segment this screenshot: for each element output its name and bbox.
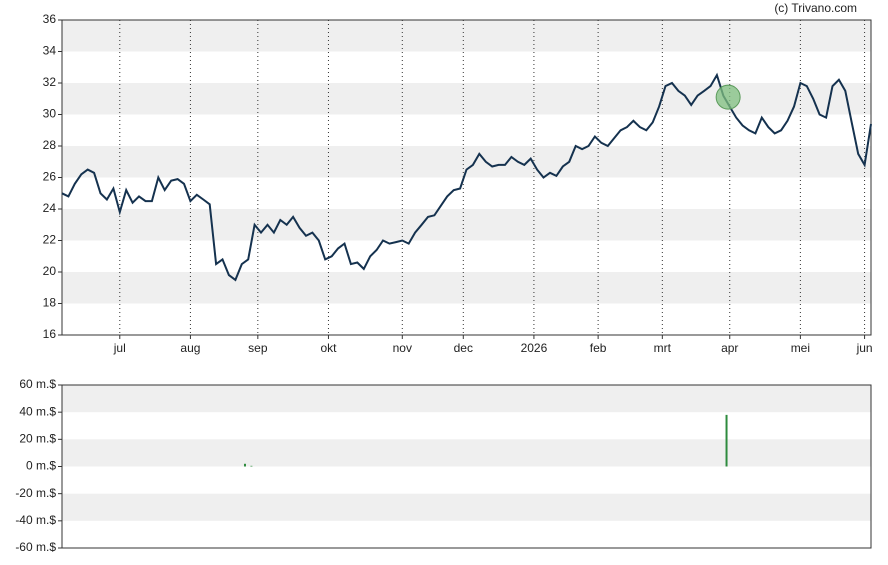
x-tick-label: mrt [654, 341, 672, 355]
bar [725, 414, 728, 467]
y-tick-label: 28 [43, 138, 57, 152]
y-tick-label: 32 [43, 75, 57, 89]
y-tick-label: 0 m.$ [26, 459, 56, 473]
watermark: (c) Trivano.com [774, 1, 857, 15]
y-tick-label: 30 [43, 107, 57, 121]
y-tick-label: -20 m.$ [15, 486, 56, 500]
x-tick-label: feb [590, 341, 607, 355]
y-tick-label: 60 m.$ [19, 377, 56, 391]
y-tick-label: 40 m.$ [19, 404, 56, 418]
band [62, 83, 871, 115]
y-tick-label: 34 [43, 44, 57, 58]
y-tick-label: 24 [43, 201, 57, 215]
bar [243, 463, 246, 467]
x-tick-label: 2026 [521, 341, 548, 355]
y-tick-label: 18 [43, 296, 57, 310]
band [62, 272, 871, 304]
bar [250, 465, 253, 467]
x-tick-label: sep [248, 341, 268, 355]
y-tick-label: 20 m.$ [19, 432, 56, 446]
x-tick-label: jul [113, 341, 126, 355]
y-tick-label: 16 [43, 327, 57, 341]
x-tick-label: jun [856, 341, 873, 355]
plot-frame [61, 384, 872, 549]
x-tick-label: nov [393, 341, 412, 355]
plot-frame [61, 19, 872, 336]
x-tick-label: mei [791, 341, 810, 355]
x-tick-label: aug [180, 341, 200, 355]
y-tick-label: -60 m.$ [15, 540, 56, 554]
y-tick-label: 36 [43, 12, 57, 26]
event-marker [715, 84, 741, 110]
y-tick-label: -40 m.$ [15, 513, 56, 527]
x-tick-label: apr [721, 341, 738, 355]
y-tick-label: 22 [43, 233, 57, 247]
band [62, 439, 871, 467]
band [62, 146, 871, 178]
y-tick-label: 20 [43, 264, 57, 278]
price-line [61, 72, 872, 282]
x-tick-label: okt [320, 341, 337, 355]
band [62, 493, 871, 521]
x-tick-label: dec [454, 341, 473, 355]
y-tick-label: 26 [43, 170, 57, 184]
band [62, 209, 871, 241]
band [62, 20, 871, 52]
band [62, 385, 871, 413]
